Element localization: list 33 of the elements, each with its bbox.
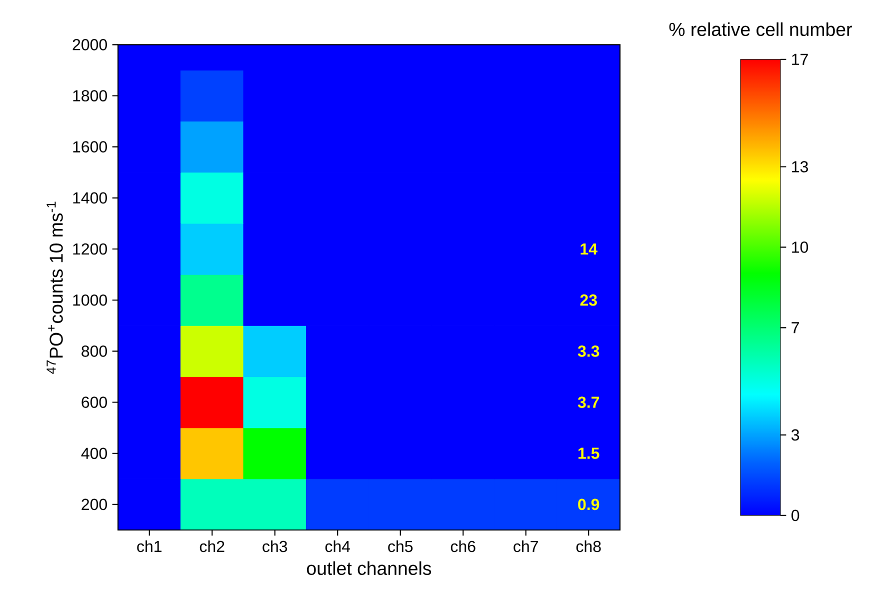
y-tick-label: 600 bbox=[82, 396, 107, 408]
annotation: 3.7 bbox=[578, 396, 600, 408]
annotation: 1.5 bbox=[578, 448, 600, 459]
y-axis-title: $^{47}$PO$^{+}$counts 10 ms$^{-1}$ bbox=[46, 202, 63, 374]
y-tick-label: 800 bbox=[82, 346, 107, 357]
color-bar-label: 0 bbox=[791, 510, 800, 522]
y-tick-label: 1200 bbox=[73, 243, 107, 255]
x-tick-label: ch8 bbox=[576, 540, 601, 552]
y-tick-label: 1600 bbox=[73, 141, 107, 152]
x-axis-title: outlet channels bbox=[306, 561, 432, 576]
x-tick-label: ch1 bbox=[137, 540, 162, 552]
color-bar-label: 3 bbox=[791, 429, 800, 441]
y-tick-label: 1400 bbox=[73, 192, 107, 204]
y-tick-label: 1000 bbox=[73, 294, 107, 306]
annotation: 3.3 bbox=[578, 346, 600, 357]
annotation: 14 bbox=[580, 244, 598, 255]
color-bar-title: % relative cell number bbox=[669, 22, 852, 36]
color-bar-label: 7 bbox=[792, 322, 799, 334]
annotation: 23 bbox=[580, 294, 597, 306]
x-tick-label: ch6 bbox=[450, 540, 476, 552]
x-tick-label: ch3 bbox=[262, 540, 288, 552]
color-bar-label: 17 bbox=[792, 54, 808, 65]
annotation: 0.9 bbox=[578, 498, 600, 510]
y-tick-label: 1800 bbox=[73, 90, 107, 102]
x-tick-label: ch4 bbox=[325, 540, 350, 552]
y-tick-label: 2000 bbox=[72, 39, 107, 50]
x-tick-label: ch2 bbox=[200, 540, 224, 552]
y-tick-label: 200 bbox=[82, 498, 107, 510]
x-tick-label: ch7 bbox=[514, 540, 538, 552]
color-bar-label: 10 bbox=[792, 242, 808, 253]
color-bar-label: 13 bbox=[792, 161, 808, 172]
x-tick-label: ch5 bbox=[388, 540, 413, 552]
y-tick-label: 400 bbox=[81, 448, 107, 460]
